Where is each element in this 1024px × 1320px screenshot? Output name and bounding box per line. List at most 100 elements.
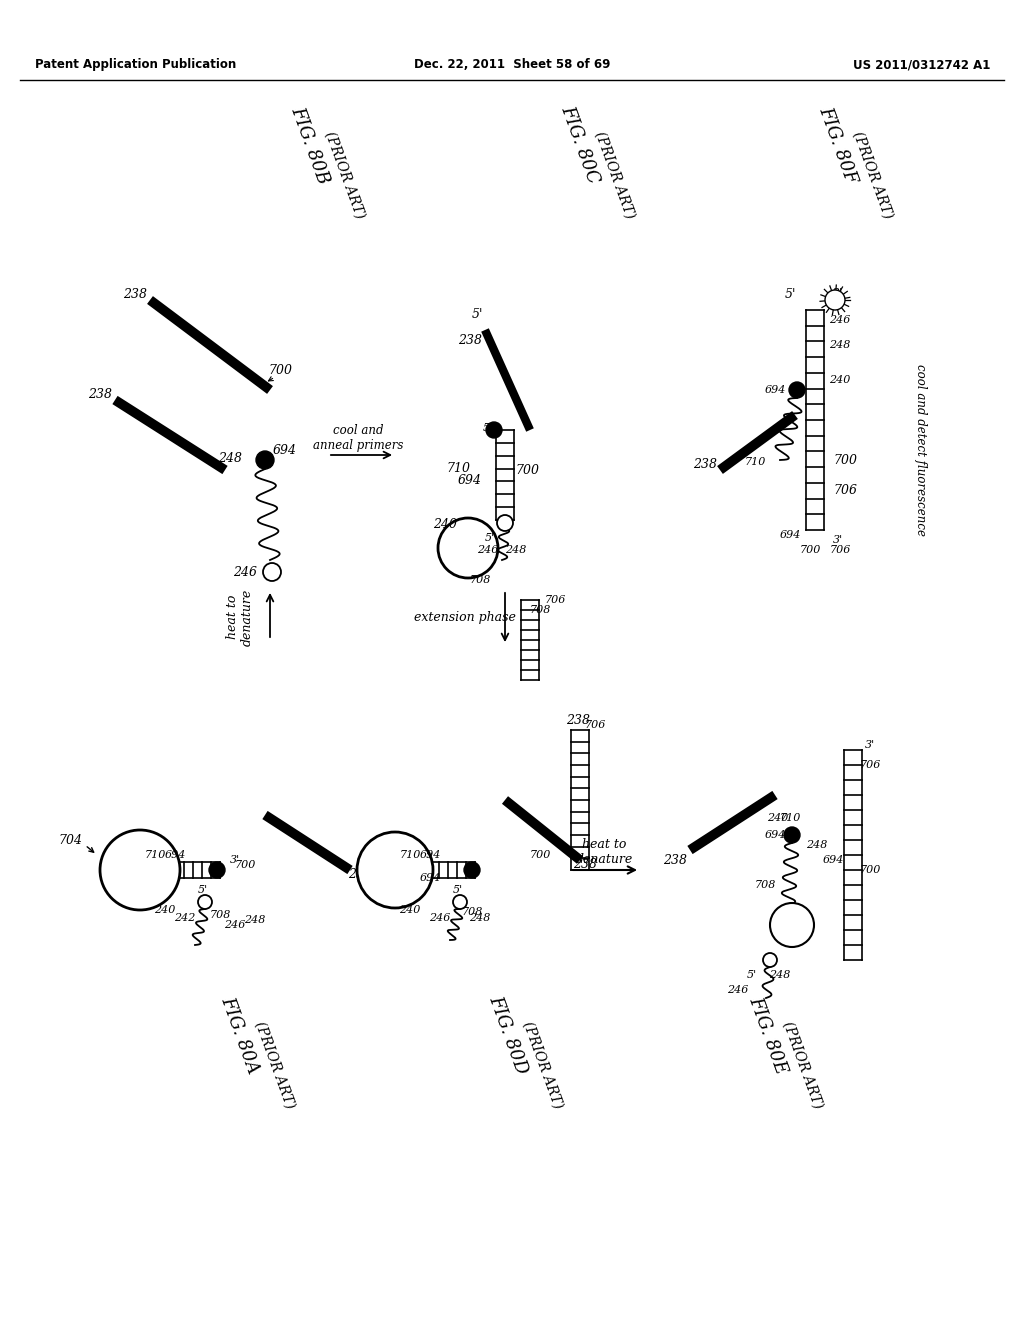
Text: 710: 710 — [144, 850, 166, 861]
Text: 246: 246 — [429, 913, 451, 923]
Circle shape — [256, 451, 274, 469]
Text: 240: 240 — [433, 519, 457, 532]
Text: 700: 700 — [268, 363, 292, 376]
Text: US 2011/0312742 A1: US 2011/0312742 A1 — [853, 58, 990, 71]
Text: FIG. 80E: FIG. 80E — [745, 994, 791, 1076]
Text: 694: 694 — [764, 830, 785, 840]
Circle shape — [198, 895, 212, 909]
Text: 240: 240 — [767, 813, 788, 822]
Text: 700: 700 — [529, 850, 551, 861]
Text: 694: 694 — [764, 385, 785, 395]
Text: 5': 5' — [485, 533, 495, 543]
Text: 708: 708 — [462, 907, 482, 917]
Text: 700: 700 — [859, 865, 881, 875]
Text: 694: 694 — [419, 873, 440, 883]
Text: 238: 238 — [693, 458, 717, 471]
Text: 238: 238 — [123, 289, 147, 301]
Text: FIG. 80B: FIG. 80B — [288, 104, 333, 186]
Text: 240: 240 — [829, 375, 851, 385]
Text: 246: 246 — [727, 985, 749, 995]
Text: 3': 3' — [833, 535, 843, 545]
Circle shape — [100, 830, 180, 909]
Text: 238: 238 — [566, 714, 590, 726]
Text: heat to
denature: heat to denature — [226, 589, 254, 645]
Text: Dec. 22, 2011  Sheet 58 of 69: Dec. 22, 2011 Sheet 58 of 69 — [414, 58, 610, 71]
Text: 5': 5' — [483, 422, 494, 433]
Text: 248: 248 — [469, 913, 490, 923]
Text: 694: 694 — [458, 474, 482, 487]
Text: 706: 706 — [833, 483, 857, 496]
Text: 706: 706 — [859, 760, 881, 770]
Text: 700: 700 — [515, 463, 539, 477]
Text: 238: 238 — [458, 334, 482, 346]
Text: 708: 708 — [529, 605, 551, 615]
Text: 708: 708 — [755, 880, 776, 890]
Text: (PRIOR ART): (PRIOR ART) — [323, 129, 368, 220]
Text: cool and
anneal primers: cool and anneal primers — [312, 424, 403, 451]
Circle shape — [453, 895, 467, 909]
Circle shape — [790, 381, 805, 399]
Text: 240: 240 — [399, 906, 421, 915]
Text: 700: 700 — [833, 454, 857, 466]
Text: heat to
denature: heat to denature — [575, 838, 633, 866]
Text: 708: 708 — [469, 576, 490, 585]
Circle shape — [438, 517, 498, 578]
Circle shape — [263, 564, 281, 581]
Text: 248: 248 — [218, 451, 242, 465]
Text: 248: 248 — [505, 545, 526, 554]
Text: 706: 706 — [585, 719, 605, 730]
Text: 238: 238 — [573, 858, 597, 871]
Circle shape — [784, 828, 800, 843]
Circle shape — [825, 290, 845, 310]
Text: 694: 694 — [273, 444, 297, 457]
Text: 240: 240 — [155, 906, 176, 915]
Text: 694: 694 — [822, 855, 844, 865]
Text: 5': 5' — [453, 884, 463, 895]
Circle shape — [486, 422, 502, 438]
Text: FIG. 80C: FIG. 80C — [558, 103, 602, 186]
Text: 238: 238 — [348, 869, 372, 882]
Text: 238: 238 — [663, 854, 687, 866]
Text: (PRIOR ART): (PRIOR ART) — [521, 1019, 565, 1110]
Text: (PRIOR ART): (PRIOR ART) — [593, 129, 637, 220]
Text: 694: 694 — [164, 850, 185, 861]
Text: 5': 5' — [784, 289, 796, 301]
Text: FIG. 80A: FIG. 80A — [218, 994, 262, 1076]
Text: 5': 5' — [471, 309, 482, 322]
Text: 5': 5' — [746, 970, 757, 979]
Text: 710: 710 — [779, 813, 801, 822]
Text: 5': 5' — [198, 884, 208, 895]
Text: 694: 694 — [779, 531, 801, 540]
Text: 710: 710 — [399, 850, 421, 861]
Text: 246: 246 — [224, 920, 246, 931]
Circle shape — [770, 903, 814, 946]
Circle shape — [209, 862, 225, 878]
Text: 248: 248 — [806, 840, 827, 850]
Text: (PRIOR ART): (PRIOR ART) — [851, 129, 895, 220]
Text: 694: 694 — [419, 850, 440, 861]
Text: 246: 246 — [477, 545, 499, 554]
Circle shape — [357, 832, 433, 908]
Text: 246: 246 — [829, 315, 851, 325]
Text: 3': 3' — [230, 855, 240, 865]
Text: 710: 710 — [744, 457, 766, 467]
Circle shape — [464, 862, 480, 878]
Text: 246: 246 — [233, 565, 257, 578]
Text: FIG. 80F: FIG. 80F — [816, 104, 860, 186]
Text: 248: 248 — [829, 341, 851, 350]
Text: extension phase: extension phase — [414, 611, 516, 624]
Text: (PRIOR ART): (PRIOR ART) — [253, 1019, 297, 1110]
Text: 242: 242 — [174, 913, 196, 923]
Text: cool and detect fluorescence: cool and detect fluorescence — [913, 364, 927, 536]
Text: 706: 706 — [829, 545, 851, 554]
Text: FIG. 80D: FIG. 80D — [485, 993, 530, 1077]
Text: 710: 710 — [446, 462, 470, 474]
Text: 3': 3' — [865, 741, 876, 750]
Circle shape — [497, 515, 513, 531]
Text: 708: 708 — [209, 909, 230, 920]
Text: 3': 3' — [833, 289, 844, 301]
Text: 700: 700 — [234, 861, 256, 870]
Circle shape — [763, 953, 777, 968]
Text: 248: 248 — [769, 970, 791, 979]
Text: (PRIOR ART): (PRIOR ART) — [780, 1019, 825, 1110]
